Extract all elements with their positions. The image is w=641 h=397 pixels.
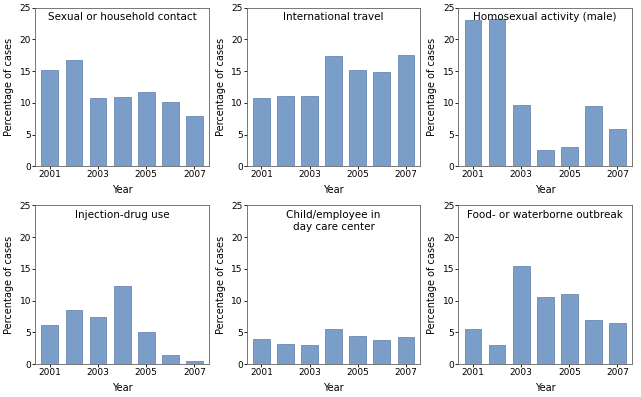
Bar <box>325 329 342 364</box>
Y-axis label: Percentage of cases: Percentage of cases <box>428 236 437 334</box>
Bar <box>585 106 602 166</box>
X-axis label: Year: Year <box>112 185 133 195</box>
Bar <box>138 92 154 166</box>
Y-axis label: Percentage of cases: Percentage of cases <box>216 236 226 334</box>
Bar <box>397 55 414 166</box>
Bar <box>513 266 529 364</box>
Y-axis label: Percentage of cases: Percentage of cases <box>4 38 14 136</box>
Bar <box>186 116 203 166</box>
Text: Homosexual activity (male): Homosexual activity (male) <box>474 12 617 22</box>
Bar <box>349 70 366 166</box>
Bar <box>186 361 203 364</box>
Bar <box>609 323 626 364</box>
Bar <box>162 355 179 364</box>
Bar <box>609 129 626 166</box>
Bar <box>513 105 529 166</box>
Y-axis label: Percentage of cases: Percentage of cases <box>428 38 437 136</box>
Bar <box>537 297 554 364</box>
Bar <box>90 98 106 166</box>
Bar <box>162 102 179 166</box>
Bar <box>90 316 106 364</box>
Bar <box>374 72 390 166</box>
Text: International travel: International travel <box>283 12 384 22</box>
Bar <box>113 286 131 364</box>
Bar <box>65 310 82 364</box>
Bar <box>465 329 481 364</box>
X-axis label: Year: Year <box>112 383 133 393</box>
Bar <box>253 339 270 364</box>
Text: Child/employee in
day care center: Child/employee in day care center <box>287 210 381 232</box>
Bar <box>488 19 506 166</box>
Bar <box>301 345 318 364</box>
Text: Sexual or household contact: Sexual or household contact <box>47 12 197 22</box>
Y-axis label: Percentage of cases: Percentage of cases <box>4 236 14 334</box>
Bar <box>561 294 578 364</box>
Bar <box>42 325 58 364</box>
Bar <box>585 320 602 364</box>
Bar <box>465 20 481 166</box>
Bar <box>325 56 342 166</box>
Bar <box>561 147 578 166</box>
X-axis label: Year: Year <box>323 383 344 393</box>
Bar <box>349 335 366 364</box>
Text: Food- or waterborne outbreak: Food- or waterborne outbreak <box>467 210 623 220</box>
Bar <box>253 98 270 166</box>
Bar <box>65 60 82 166</box>
Bar <box>42 70 58 166</box>
Bar <box>537 150 554 166</box>
Bar <box>397 337 414 364</box>
Y-axis label: Percentage of cases: Percentage of cases <box>216 38 226 136</box>
X-axis label: Year: Year <box>323 185 344 195</box>
Bar <box>277 96 294 166</box>
Bar <box>374 340 390 364</box>
Bar <box>113 96 131 166</box>
Bar <box>301 96 318 166</box>
Bar <box>488 345 506 364</box>
X-axis label: Year: Year <box>535 383 556 393</box>
Bar <box>277 344 294 364</box>
Bar <box>138 332 154 364</box>
Text: Injection-drug use: Injection-drug use <box>75 210 169 220</box>
X-axis label: Year: Year <box>535 185 556 195</box>
